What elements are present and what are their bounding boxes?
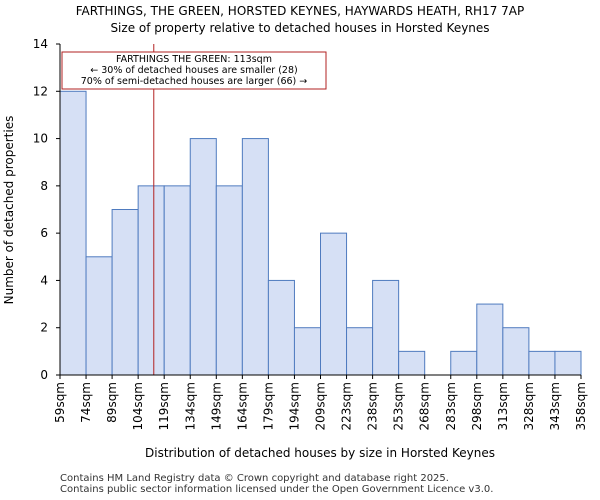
x-tick-label: 223sqm [340,382,354,430]
y-ticks-group: 0 2 4 6 8 10 12 14 [33,37,60,382]
x-tick-label: 179sqm [261,382,275,430]
x-tick-label: 89sqm [105,382,119,423]
bar-209sqm [320,232,348,376]
x-axis-label: Distribution of detached houses by size … [145,446,495,460]
chart-title-address: FARTHINGS, THE GREEN, HORSTED KEYNES, HA… [75,4,525,18]
bar-328sqm [528,350,556,376]
y-tick-label: 14 [33,37,48,51]
annotation-border [61,51,327,90]
annotation-line-2: ← 30% of detached houses are smaller (28… [90,65,297,76]
bar-298sqm [476,303,504,376]
x-ticks-group: 59sqm 74sqm 89sqm 104sqm 119sqm 134sqm 149sqm 1… [53,375,588,430]
bar-164sqm [241,138,269,376]
footer-copyright: Contains HM Land Registry data © Crown c… [60,473,449,484]
x-tick-label: 104sqm [131,382,145,430]
x-tick-label: 149sqm [209,382,223,430]
x-tick-label: 253sqm [392,382,406,430]
bar-283sqm [450,350,478,376]
bar-253sqm [398,350,426,376]
x-tick-label: 164sqm [235,382,249,430]
x-tick-label: 209sqm [314,382,328,430]
x-tick-label: 343sqm [548,382,562,430]
y-tick-label: 8 [40,179,48,193]
bar-104sqm [137,185,165,376]
y-axis-label: Number of detached properties [2,116,16,305]
x-tick-label: 298sqm [470,382,484,430]
x-tick-label: 268sqm [418,382,432,430]
x-tick-label: 74sqm [79,382,93,423]
x-tick-label: 283sqm [444,382,458,430]
x-tick-label: 238sqm [366,382,380,430]
y-tick-label: 2 [40,321,48,335]
bar-59sqm [59,90,87,376]
bar-343sqm [554,350,582,376]
y-tick-label: 4 [40,273,48,287]
annotation-line-3: 70% of semi-detached houses are larger (… [81,76,308,87]
y-tick-label: 0 [40,368,48,382]
bar-119sqm [163,185,191,376]
annotation-line-1: FARTHINGS THE GREEN: 113sqm [116,54,272,65]
x-tick-label: 134sqm [183,382,197,430]
y-tick-label: 12 [33,84,48,98]
bar-89sqm [111,209,139,376]
y-tick-label: 6 [40,226,48,240]
x-tick-label: 59sqm [53,382,67,423]
bar-238sqm [372,279,400,376]
bar-223sqm [346,327,374,376]
bars-group [59,90,582,376]
x-tick-label: 358sqm [574,382,588,430]
x-tick-label: 328sqm [522,382,536,430]
bar-149sqm [215,185,243,376]
bar-74sqm [85,256,113,376]
chart-subtitle: Size of property relative to detached ho… [110,21,490,35]
y-tick-label: 10 [33,132,48,146]
footer-licence: Contains public sector information licen… [60,484,494,495]
bar-179sqm [267,279,295,376]
bar-134sqm [189,138,217,376]
bar-194sqm [293,327,322,376]
annotation-box: FARTHINGS THE GREEN: 113sqm ← 30% of det… [61,51,327,90]
x-tick-label: 194sqm [287,382,301,430]
x-tick-label: 313sqm [496,382,510,430]
bar-313sqm [502,327,530,376]
x-tick-label: 119sqm [157,382,171,430]
